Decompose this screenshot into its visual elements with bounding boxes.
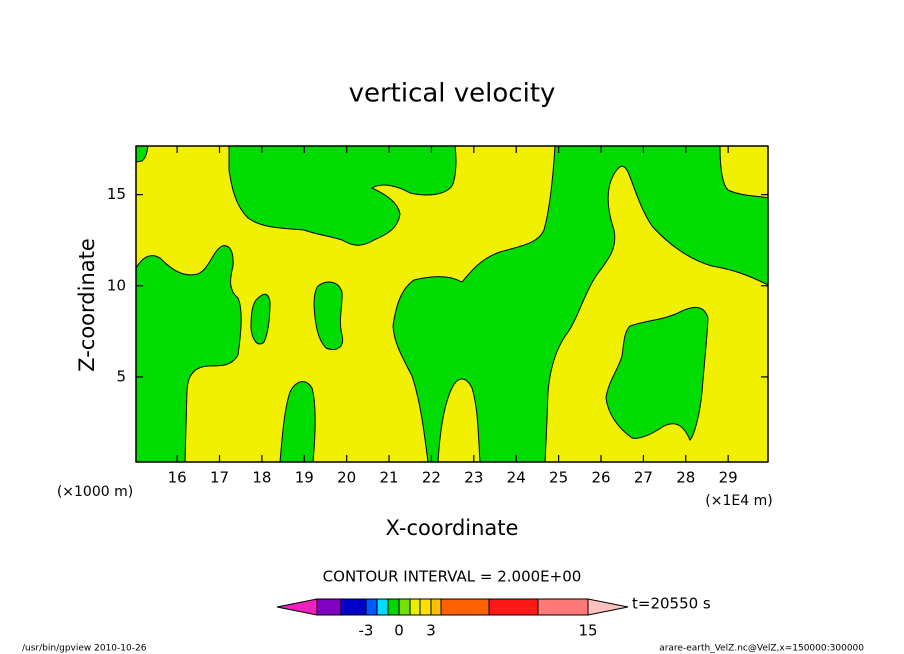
colorbar-segment [398,598,411,616]
colorbar-segment [365,598,378,616]
x-tick-label: 17 [210,469,229,487]
contour-note: CONTOUR INTERVAL = 2.000E+00 [323,568,582,586]
y-tick-label: 15 [107,185,126,203]
x-tick-label: 26 [591,469,610,487]
colorbar-tick-label: 15 [578,622,597,640]
plot-area [135,145,769,463]
region-negative [279,381,316,463]
x-tick-label: 21 [380,469,399,487]
colorbar-segment [537,598,589,616]
region-negative [250,293,271,345]
colorbar-segment [440,598,490,616]
region-negative [605,307,709,441]
colorbar-segment [340,598,367,616]
plot-frame [135,145,769,463]
x-tick-label: 23 [464,469,483,487]
colorbar-tick-label: 0 [394,622,404,640]
x-tick-label: 28 [676,469,695,487]
time-label: t=20550 s [632,595,711,613]
x-tick-label: 25 [549,469,568,487]
x-axis-unit: (×1E4 m) [705,493,772,509]
x-tick-label: 24 [507,469,526,487]
region-negative [313,281,344,350]
y-axis-unit: (×1000 m) [57,484,133,500]
region-negative [228,145,457,246]
y-axis-label: Z-coordinate [75,238,99,372]
colorbar-segment [316,598,342,616]
chart-title: vertical velocity [349,79,556,109]
colorbar-tick-label: -3 [359,622,374,640]
colorbar-tick-label: 3 [426,622,436,640]
colorbar-segment [387,598,400,616]
region-negative [135,245,242,463]
colorbar-segment [409,598,421,616]
footer-left: /usr/bin/gpview 2010-10-26 [22,644,147,654]
x-tick-label: 18 [252,469,271,487]
region-negative [392,145,769,463]
x-tick-label: 20 [337,469,356,487]
x-tick-label: 27 [634,469,653,487]
colorbar-segment [419,598,432,616]
colorbar-segment [430,598,442,616]
x-tick-label: 19 [295,469,314,487]
y-tick-label: 5 [116,367,126,385]
x-tick-label: 16 [168,469,187,487]
x-tick-label: 22 [422,469,441,487]
colorbar-segment [376,598,389,616]
x-tick-label: 29 [719,469,738,487]
x-axis-label: X-coordinate [386,516,519,540]
y-tick-label: 10 [107,276,126,294]
footer-right: arare-earth_VelZ.nc@VelZ,x=150000:300000 [659,644,864,654]
colorbar-segment [488,598,539,616]
